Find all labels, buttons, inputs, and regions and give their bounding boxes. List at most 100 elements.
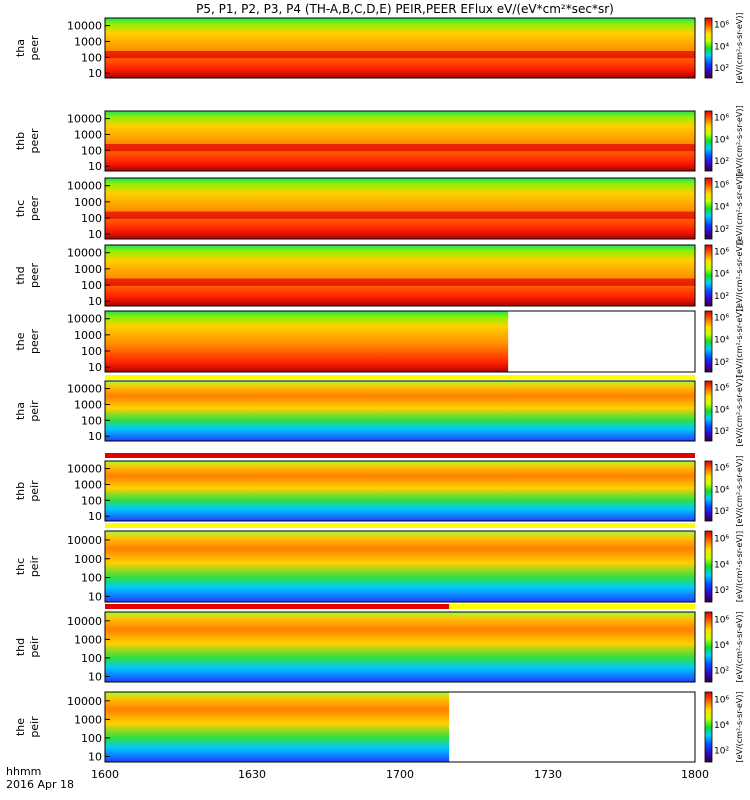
panel-label-product: peer [28,35,41,61]
colorbar-tick-label: 10⁶ [714,695,729,705]
colorbar-tick-label: 10⁴ [714,485,729,495]
panel-label-product: peir [28,716,41,738]
colorbar-tick-label: 10⁴ [714,641,729,651]
panel-label-product: peer [28,329,41,355]
colorbar-tick-label: 10² [714,586,729,596]
colorbar-tick-label: 10⁶ [714,113,729,123]
colorbar [704,17,713,79]
y-tick-label: 1000 [74,35,102,48]
spectrogram-image [105,111,695,171]
panel-frame [104,310,696,373]
y-tick-label: 10000 [67,313,102,326]
colorbar-tick-label: 10⁴ [714,42,729,52]
y-tick-label: 1000 [74,633,102,646]
y-tick-label: 10 [88,750,102,763]
colorbar-tick-label: 10² [714,507,729,517]
spectrogram-panel: 10000 1000 100 10 tha peir 10² 10⁴ 10⁶ [eV/(cm²-s… [14,375,744,458]
y-tick-label: 10000 [67,534,102,547]
spectrogram-panel: 10000 1000 100 10 thb peer 10² 10⁴ 10⁶ [eV/(cm²-s… [14,105,744,176]
colorbar-tick-label: 10⁶ [714,181,729,191]
y-tick-label: 10 [88,430,102,443]
x-axis-label-line2: 2016 Apr 18 [6,778,74,791]
y-tick-label: 1000 [74,553,102,566]
y-tick-label: 10 [88,590,102,603]
colorbar-tick-label: 10⁴ [714,721,729,731]
mode-bar [105,604,450,609]
y-tick-label: 100 [81,572,102,585]
x-tick-label: 1700 [386,768,414,781]
x-tick-label: 1730 [534,768,562,781]
y-tick-label: 10 [88,228,102,241]
colorbar-tick-label: 10² [714,292,729,302]
y-tick-label: 10 [88,67,102,80]
spectrogram-image [105,311,509,372]
y-tick-label: 10 [88,295,102,308]
y-tick-label: 100 [81,652,102,665]
y-tick-label: 10000 [67,113,102,126]
colorbar [704,530,713,603]
panel-frame [104,691,696,763]
spectrogram-image [105,381,695,441]
panel-label-probe: thd [14,266,27,284]
panel-label-probe: tha [14,39,27,57]
panel-frame [104,110,696,172]
y-tick-label: 100 [81,414,102,427]
spectrogram-image [105,461,695,521]
chart-title: P5, P1, P2, P3, P4 (TH-A,B,C,D,E) PEIR,P… [196,2,614,16]
y-tick-label: 1000 [74,478,102,491]
colorbar-tick-label: 10² [714,64,729,74]
y-tick-label: 10 [88,361,102,374]
colorbar-tick-label: 10⁶ [714,534,729,544]
panel-label-product: peir [28,480,41,502]
y-tick-label: 1000 [74,263,102,276]
panel-label-product: peir [28,555,41,577]
spectrogram-panel: 10000 1000 100 10 thd peer 10² 10⁴ 10⁶ [eV/(cm²-s… [14,240,744,311]
y-tick-label: 1000 [74,398,102,411]
panel-frame [104,17,696,79]
panel-frame [104,460,696,522]
colorbar-tick-label: 10⁴ [714,336,729,346]
y-tick-label: 100 [81,732,102,745]
panel-label-product: peer [28,196,41,222]
panel-label-probe: thd [14,638,27,656]
panel-label-probe: the [14,718,27,736]
spectrogram-image [105,531,695,602]
panel-frame [104,244,696,307]
y-tick-label: 10 [88,510,102,523]
x-tick-label: 1630 [238,768,266,781]
spectrogram-panel: 10000 1000 100 10 thb peir 10² 10⁴ 10⁶ [eV/(cm²-s… [14,455,744,528]
colorbar-label: [eV/(cm²-s-sr-eV)] [735,531,744,602]
colorbar [704,244,713,307]
colorbar-label: [eV/(cm²-s-sr-eV)] [735,12,744,83]
colorbar-label: [eV/(cm²-s-sr-eV)] [735,105,744,176]
mode-bar [105,523,695,528]
energy-band [105,211,695,219]
colorbar-tick-label: 10² [714,746,729,756]
spectrogram-image [105,692,450,762]
colorbar-tick-label: 10² [714,358,729,368]
panel-frame [104,611,696,683]
colorbar-tick-label: 10⁴ [714,203,729,213]
panel-label-product: peer [28,263,41,289]
colorbar [704,110,713,172]
panel-label-product: peir [28,636,41,658]
y-tick-label: 10000 [67,20,102,33]
y-tick-label: 1000 [74,196,102,209]
x-axis: 1600 1630 1700 1730 1800 hhmm 2016 Apr 1… [6,765,709,791]
y-tick-label: 10000 [67,695,102,708]
spectrogram-panel: 10000 1000 100 10 the peer 10² 10⁴ 10⁶ [eV/(cm²-s… [14,306,744,380]
spectrogram-image [105,612,695,682]
colorbar [704,611,713,683]
colorbar-label: [eV/(cm²-s-sr-eV)] [735,611,744,682]
colorbar-tick-label: 10⁶ [714,463,729,473]
colorbar-label: [eV/(cm²-s-sr-eV)] [735,455,744,526]
panel-label-probe: thc [14,200,27,217]
colorbar [704,310,713,373]
x-axis-label-line1: hhmm [6,765,41,778]
energy-band [105,278,695,286]
y-tick-label: 1000 [74,329,102,342]
mode-bar [105,453,695,458]
spectrogram-image [105,245,695,306]
mode-bar [449,604,695,609]
